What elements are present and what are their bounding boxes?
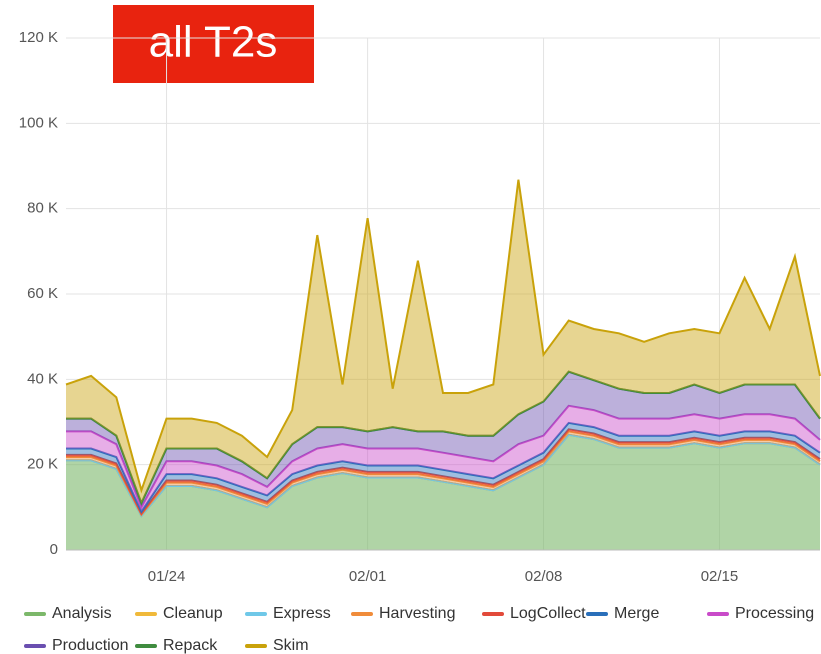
legend-label: Cleanup xyxy=(163,605,223,622)
annotation: all T2s xyxy=(149,18,278,67)
y-tick-label: 60 K xyxy=(27,285,58,302)
legend-label: Production xyxy=(52,637,129,654)
y-tick-label: 120 K xyxy=(19,29,58,46)
y-tick-label: 40 K xyxy=(27,370,58,387)
areas xyxy=(65,179,821,550)
area-line xyxy=(66,430,821,517)
legend-label: Harvesting xyxy=(379,605,455,622)
legend-label: Skim xyxy=(273,637,309,654)
area-line xyxy=(66,433,821,518)
area-line xyxy=(66,421,821,514)
area-line xyxy=(66,428,821,516)
area xyxy=(66,434,820,550)
y-tick-label: 20 K xyxy=(27,456,58,473)
area-line xyxy=(65,179,821,494)
y-tick-label: 0 xyxy=(50,541,58,558)
x-tick-label: 02/01 xyxy=(349,568,387,585)
legend-label: Repack xyxy=(163,637,218,654)
x-tick-label: 01/24 xyxy=(148,568,186,585)
x-tick-label: 02/08 xyxy=(525,568,563,585)
y-tick-label: 80 K xyxy=(27,200,58,217)
annotation-box xyxy=(113,5,314,83)
legend-label: Analysis xyxy=(52,605,112,622)
area-line xyxy=(66,370,821,506)
area xyxy=(66,405,820,512)
area xyxy=(66,371,820,508)
x-tick-label: 02/15 xyxy=(701,568,739,585)
area xyxy=(66,179,820,504)
y-tick-label: 100 K xyxy=(19,114,58,131)
legend-label: LogCollect xyxy=(510,605,586,622)
legend-label: Processing xyxy=(735,605,814,622)
area-line xyxy=(66,404,821,510)
legend-label: Express xyxy=(273,605,331,622)
legend-label: Merge xyxy=(614,605,659,622)
